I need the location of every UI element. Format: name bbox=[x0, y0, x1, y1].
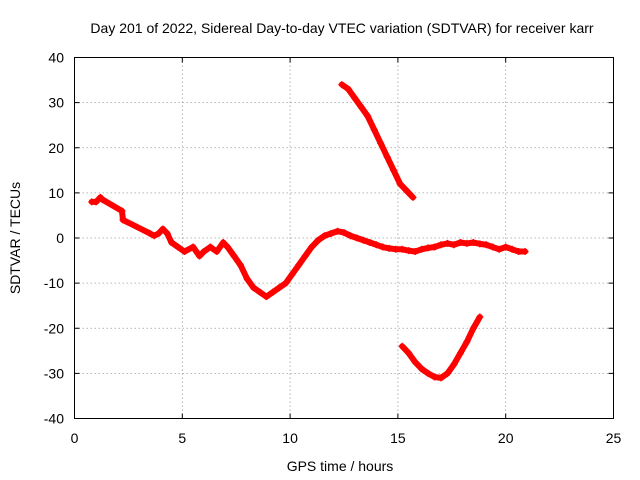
axis-ticks bbox=[74, 57, 614, 419]
data-point bbox=[409, 193, 417, 201]
x-tick-label: 5 bbox=[178, 430, 186, 446]
y-tick-label: 40 bbox=[48, 50, 64, 66]
chart-title: Day 201 of 2022, Sidereal Day-to-day VTE… bbox=[90, 20, 593, 36]
x-tick-label: 0 bbox=[71, 430, 79, 446]
data-marks bbox=[88, 81, 529, 382]
y-tick-labels: 40 30 20 10 0 -10 -20 -30 -40 bbox=[44, 50, 64, 427]
x-tick-label: 10 bbox=[282, 430, 298, 446]
y-axis-label: SDTVAR / TECUs bbox=[7, 182, 23, 294]
x-axis-label: GPS time / hours bbox=[287, 458, 394, 474]
data-band bbox=[120, 216, 153, 237]
y-tick-label: 0 bbox=[56, 230, 64, 246]
y-tick-label: -40 bbox=[44, 411, 64, 427]
data-band bbox=[470, 313, 483, 332]
data-point bbox=[476, 313, 484, 321]
y-tick-label: 20 bbox=[48, 140, 64, 156]
series-track-main bbox=[88, 193, 529, 301]
x-tick-label: 15 bbox=[390, 430, 406, 446]
x-tick-label: 25 bbox=[606, 430, 622, 446]
y-tick-label: -30 bbox=[44, 365, 64, 381]
data-band bbox=[99, 196, 125, 214]
grid bbox=[74, 57, 614, 419]
data-point bbox=[521, 248, 529, 256]
y-tick-label: 10 bbox=[48, 185, 64, 201]
series-track-u-shape bbox=[398, 313, 484, 382]
series-track-descending bbox=[338, 81, 417, 201]
x-tick-labels: 0 5 10 15 20 25 bbox=[71, 430, 622, 446]
y-tick-label: -10 bbox=[44, 275, 64, 291]
x-tick-label: 20 bbox=[498, 430, 514, 446]
y-tick-label: 30 bbox=[48, 95, 64, 111]
data-band bbox=[403, 187, 416, 201]
y-tick-label: -20 bbox=[44, 320, 64, 336]
